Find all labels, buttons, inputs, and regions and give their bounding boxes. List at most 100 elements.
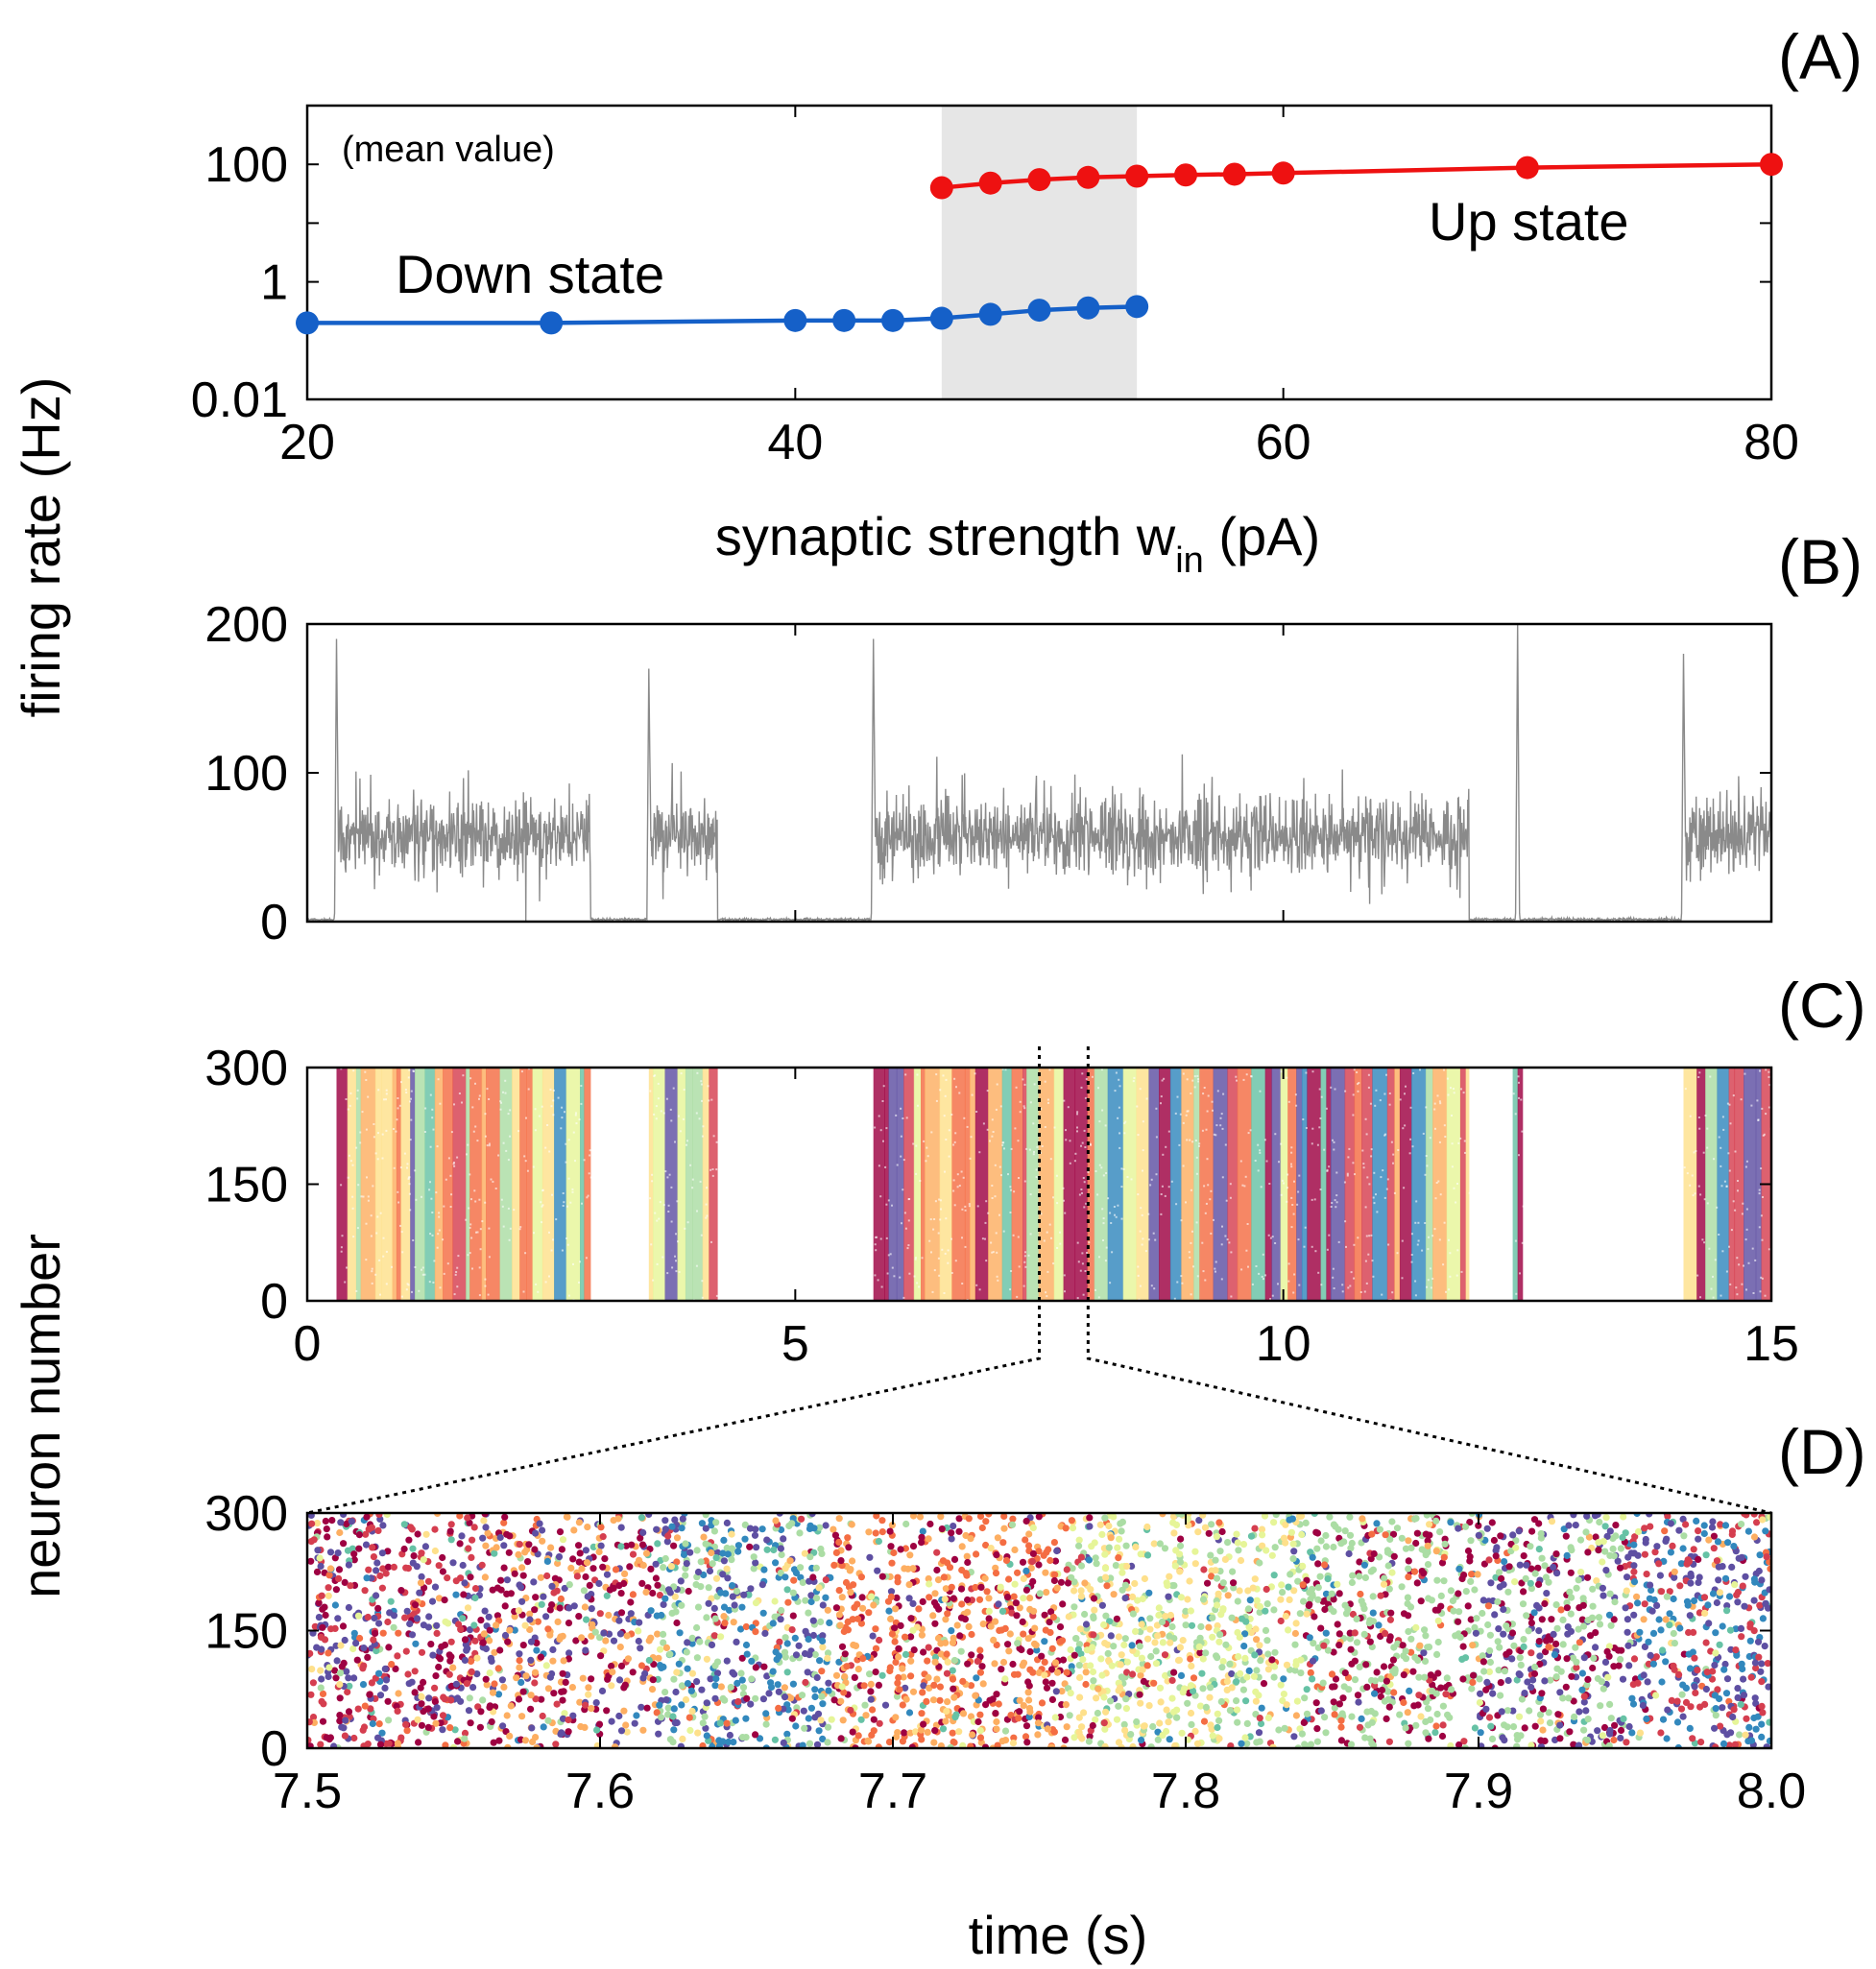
spike-dot xyxy=(1166,1632,1173,1640)
raster-band xyxy=(664,1068,679,1301)
spike-dot xyxy=(1087,1662,1094,1669)
raster-gap xyxy=(457,1255,460,1258)
raster-gap xyxy=(1025,1147,1028,1150)
spike-dot xyxy=(1355,1698,1362,1706)
spike-dot xyxy=(1043,1549,1050,1556)
spike-dot xyxy=(1530,1609,1538,1617)
raster-gap xyxy=(1064,1290,1066,1293)
spike-dot xyxy=(784,1598,792,1606)
raster-band xyxy=(1326,1068,1332,1301)
spike-dot xyxy=(439,1712,447,1719)
spike-dot xyxy=(339,1622,348,1630)
spike-dot xyxy=(461,1656,469,1664)
spike-dot xyxy=(556,1604,564,1612)
spike-dot xyxy=(1062,1701,1070,1709)
raster-gap xyxy=(1298,1284,1301,1286)
spike-dot xyxy=(1398,1583,1406,1591)
raster-gap xyxy=(1765,1069,1768,1071)
spike-dot xyxy=(907,1633,915,1641)
raster-gap xyxy=(1305,1071,1308,1074)
spike-dot xyxy=(934,1634,943,1643)
spike-dot xyxy=(578,1565,586,1573)
spike-dot xyxy=(905,1581,913,1589)
spike-dot xyxy=(702,1724,710,1732)
raster-gap xyxy=(585,1257,588,1260)
spike-dot xyxy=(1173,1714,1181,1721)
spike-dot xyxy=(1256,1602,1264,1611)
raster-gap xyxy=(1133,1076,1136,1079)
spike-dot xyxy=(1584,1736,1592,1744)
raster-gap xyxy=(393,1128,395,1130)
spike-dot xyxy=(1518,1579,1526,1587)
spike-dot xyxy=(307,1718,313,1726)
raster-gap xyxy=(1083,1129,1086,1132)
spike-dot xyxy=(481,1607,489,1615)
raster-gap xyxy=(906,1247,909,1250)
spike-dot xyxy=(1559,1641,1567,1648)
raster-gap xyxy=(1332,1267,1335,1270)
raster-gap xyxy=(1357,1090,1359,1093)
raster-gap xyxy=(1206,1158,1209,1161)
raster-gap xyxy=(1239,1160,1242,1163)
raster-gap xyxy=(470,1237,473,1239)
spike-dot xyxy=(1432,1722,1440,1730)
raster-gap xyxy=(524,1160,527,1163)
raster-gap xyxy=(541,1105,543,1108)
spike-dot xyxy=(894,1679,902,1687)
spike-dot xyxy=(1550,1563,1557,1572)
spike-dot xyxy=(1745,1723,1753,1731)
spike-dot xyxy=(1489,1690,1497,1697)
spike-dot xyxy=(710,1604,718,1612)
raster-gap xyxy=(1086,1252,1088,1254)
raster-gap xyxy=(1449,1252,1452,1255)
raster-gap xyxy=(1067,1106,1070,1109)
spike-dot xyxy=(1426,1521,1433,1528)
raster-gap xyxy=(1117,1117,1119,1119)
raster-gap xyxy=(1137,1193,1140,1196)
spike-dot xyxy=(402,1564,410,1572)
raster-band xyxy=(396,1068,402,1301)
spike-dot xyxy=(802,1678,809,1687)
raster-gap xyxy=(1056,1247,1059,1249)
spike-dot xyxy=(1380,1580,1388,1588)
raster-gap xyxy=(421,1195,422,1198)
spike-dot xyxy=(1014,1569,1022,1576)
spike-dot xyxy=(583,1616,590,1623)
spike-dot xyxy=(649,1589,657,1597)
raster-gap xyxy=(1699,1296,1701,1299)
panel-a-annotation: (mean value) xyxy=(342,130,555,170)
spike-dot xyxy=(345,1708,353,1716)
spike-dot xyxy=(1530,1669,1539,1678)
spike-dot xyxy=(993,1717,1000,1726)
spike-dot xyxy=(838,1643,847,1650)
spike-dot xyxy=(931,1590,939,1597)
spike-dot xyxy=(1692,1689,1699,1696)
spike-dot xyxy=(1176,1542,1185,1549)
spike-dot xyxy=(723,1657,731,1665)
spike-dot xyxy=(1599,1558,1606,1566)
spike-dot xyxy=(1385,1703,1393,1711)
raster-gap xyxy=(587,1194,589,1197)
raster-band xyxy=(903,1068,915,1301)
spike-dot xyxy=(1023,1739,1031,1746)
raster-gap xyxy=(1430,1286,1432,1289)
spike-dot xyxy=(902,1650,910,1658)
raster-gap xyxy=(548,1275,550,1278)
spike-dot xyxy=(637,1703,645,1711)
raster-gap xyxy=(1683,1166,1686,1169)
raster-band xyxy=(1432,1068,1448,1301)
spike-dot xyxy=(782,1565,789,1573)
spike-dot xyxy=(761,1629,769,1637)
spike-dot xyxy=(395,1629,402,1637)
spike-dot xyxy=(1389,1530,1398,1538)
spike-dot xyxy=(1300,1597,1308,1605)
panel-b-rate-trace xyxy=(307,624,1771,922)
raster-gap xyxy=(1259,1090,1262,1093)
raster-gap xyxy=(1388,1093,1391,1094)
spike-dot xyxy=(1020,1659,1028,1667)
raster-band xyxy=(519,1068,527,1301)
raster-band xyxy=(584,1068,591,1301)
raster-gap xyxy=(571,1188,574,1190)
raster-gap xyxy=(566,1243,569,1246)
spike-dot xyxy=(379,1565,387,1573)
